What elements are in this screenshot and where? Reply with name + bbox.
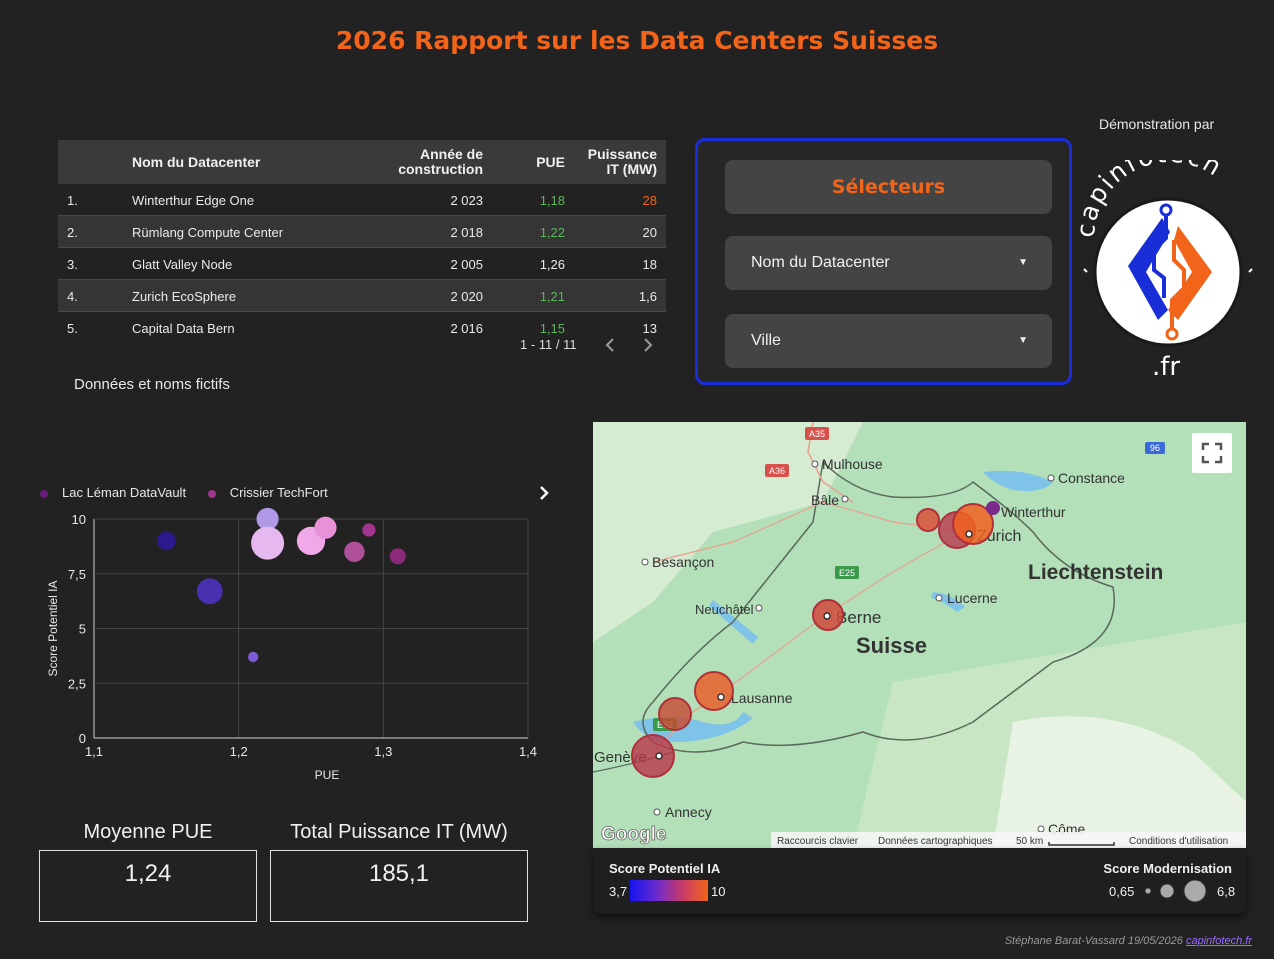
bubble-map[interactable]: A35 A36 E25 E62 96 Mulhouse Bâle Besanço… [593, 422, 1246, 848]
map-canvas: A35 A36 E25 E62 96 Mulhouse Bâle Besanço… [593, 422, 1246, 848]
city-label: Berne [836, 608, 881, 627]
chevron-right-icon [540, 486, 549, 500]
city-dropdown[interactable]: Ville ▼ [725, 314, 1052, 368]
scatter-chart: 1,1 1,2 1,3 1,4 0 2,5 5 7,5 10 PUE Score Potentiel… [46, 507, 537, 782]
map-legend: Score Potentiel IA 3,7 10 Score Modernis… [593, 848, 1246, 914]
col-header-year[interactable]: Année de construction [398, 146, 483, 177]
road-label: A35 [809, 429, 825, 439]
scatter-point [389, 548, 406, 565]
y-tick-label: 10 [72, 512, 86, 527]
kpi-value-power: 185,1 [270, 850, 528, 922]
y-tick-label: 5 [79, 622, 86, 637]
kpi-label-power: Total Puissance IT (MW) [290, 821, 508, 843]
map-attribution: Données cartographiques [878, 836, 993, 847]
table-row[interactable]: 3. Glatt Valley Node 2 005 1,26 18 [58, 248, 666, 280]
country-label: Suisse [856, 633, 927, 658]
map-attribution: Raccourcis clavier [777, 836, 859, 847]
logo-suffix: .fr [1152, 352, 1181, 382]
col-header-name[interactable]: Nom du Datacenter [132, 154, 261, 170]
footer: Stéphane Barat-Vassard 19/05/2026 capinf… [1004, 935, 1252, 947]
pagination-label: 1 - 11 / 11 [520, 337, 577, 352]
page-title: 2026 Rapport sur les Data Centers Suisse… [335, 26, 939, 55]
scatter-point [344, 541, 365, 563]
road-label: E25 [839, 568, 855, 578]
col-header-mw[interactable]: Puissance IT (MW) [587, 146, 657, 177]
legend-next-button[interactable] [538, 485, 550, 506]
table-row[interactable]: 1. Winterthur Edge One 2 023 1,18 28 [58, 184, 666, 216]
kpi-value-pue: 1,24 [39, 850, 257, 922]
legend-dot-icon [40, 489, 48, 498]
scatter-point [362, 523, 376, 537]
chevron-left-icon [605, 338, 614, 352]
fictional-data-note: Données et noms fictifs [74, 376, 230, 393]
col-header-pue[interactable]: PUE [536, 154, 565, 170]
legend-dot-icon [207, 489, 216, 498]
legend-item[interactable]: Crissier TechFort [229, 485, 328, 500]
scatter-point [256, 507, 279, 531]
footer-link[interactable]: capinfotech.fr [1185, 935, 1252, 947]
color-gradient-bar [630, 880, 708, 901]
map-attribution: Conditions d'utilisation [1129, 836, 1228, 847]
fullscreen-button[interactable] [1192, 433, 1232, 473]
city-label: Mulhouse [822, 456, 883, 472]
selector-panel: Sélecteurs Nom du Datacenter ▼ Ville ▼ [695, 138, 1072, 385]
legend-item[interactable]: Lac Léman DataVault [62, 485, 187, 500]
table-header: Nom du Datacenter Année de construction P… [58, 140, 666, 184]
caret-down-icon: ▼ [1018, 257, 1028, 268]
map-scale-label: 50 km [1016, 836, 1043, 847]
demo-label: Démonstration par [1099, 116, 1215, 132]
size-legend-max: 6,8 [1217, 884, 1236, 899]
city-label: Bâle [811, 492, 839, 508]
x-tick-label: 1,1 [85, 744, 103, 759]
size-legend-min: 0,65 [1109, 884, 1135, 899]
city-label: Liechtenstein [1028, 561, 1163, 584]
city-label: Constance [1058, 470, 1125, 486]
x-tick-label: 1,3 [374, 744, 392, 759]
x-tick-label: 1,2 [230, 744, 248, 759]
datacenter-name-dropdown[interactable]: Nom du Datacenter ▼ [725, 236, 1052, 290]
y-tick-label: 7,5 [68, 567, 86, 582]
fullscreen-icon [1201, 442, 1223, 464]
scatter-point [247, 651, 259, 663]
size-legend-title: Score Modernisation [1103, 861, 1232, 876]
capinfotech-logo[interactable]: capinfotech .fr [1071, 139, 1260, 385]
scatter-point [251, 526, 285, 560]
x-tick-label: 1,4 [519, 744, 537, 759]
size-legend-circles [1144, 879, 1207, 903]
road-label: 96 [1150, 443, 1160, 453]
chart-legend: Lac Léman DataVault Crissier TechFort [40, 485, 328, 500]
scatter-point [196, 578, 223, 605]
city-label: Lausanne [731, 690, 793, 706]
y-tick-label: 0 [79, 731, 86, 746]
x-axis-label: PUE [315, 768, 340, 782]
scatter-point [157, 531, 176, 551]
color-legend-max: 10 [711, 884, 726, 899]
next-page-button[interactable] [641, 336, 655, 359]
y-tick-label: 2,5 [68, 676, 86, 691]
kpi-label-pue: Moyenne PUE [83, 821, 213, 843]
color-legend-min: 3,7 [609, 884, 628, 899]
city-label: Winterthur [1001, 504, 1066, 520]
y-axis-label: Score Potentiel IA [46, 580, 60, 676]
table-row[interactable]: 2. Rümlang Compute Center 2 018 1,22 20 [58, 216, 666, 248]
city-label: Neuchâtel [695, 602, 754, 617]
scatter-point [314, 516, 337, 539]
table-row[interactable]: 5. Capital Data Bern 2 016 1,15 13 [67, 321, 657, 336]
road-label: A36 [769, 466, 785, 476]
city-label: Annecy [665, 804, 712, 820]
city-label: Lucerne [947, 590, 998, 606]
color-legend-title: Score Potentiel IA [609, 861, 721, 876]
selector-header: Sélecteurs [725, 160, 1052, 214]
table-row[interactable]: 4. Zurich EcoSphere 2 020 1,21 1,6 [58, 280, 666, 312]
city-label: Besançon [652, 554, 714, 570]
google-logo: Google [601, 824, 666, 845]
prev-page-button[interactable] [603, 336, 617, 359]
caret-down-icon: ▼ [1018, 335, 1028, 346]
datacenter-table: Nom du Datacenter Année de construction P… [58, 140, 666, 373]
chevron-right-icon [644, 338, 653, 352]
